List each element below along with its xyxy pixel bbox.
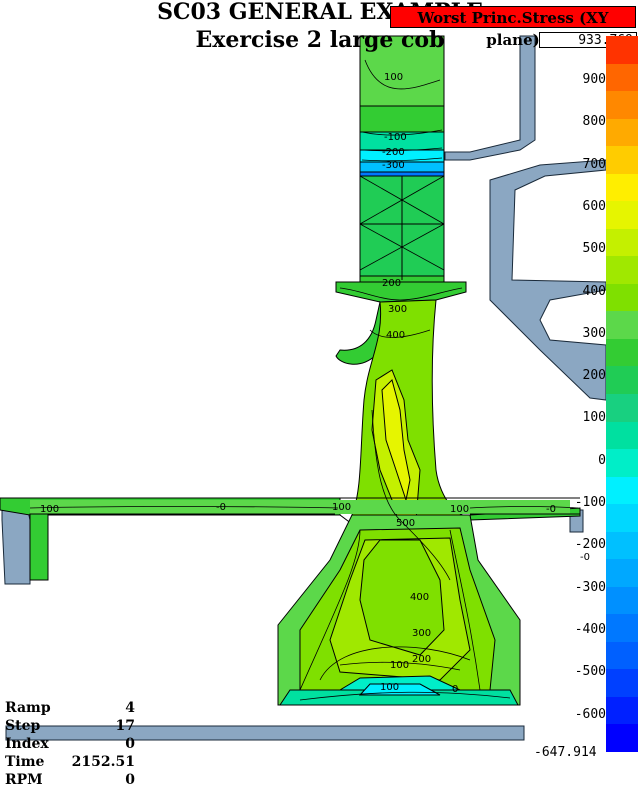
colorbar-swatch (606, 669, 638, 698)
contour-label: -0 (546, 504, 556, 515)
colorbar-swatch (606, 228, 638, 257)
legend-tick-label: -500 (574, 664, 606, 680)
colorbar-swatch (606, 476, 638, 505)
contour-label: 100 (384, 72, 403, 83)
colorbar-swatch (606, 504, 638, 533)
colorbar-swatch (606, 724, 638, 753)
contour-label: 100 (450, 504, 469, 515)
colorbar-swatch (606, 531, 638, 560)
contour-label: 200 (412, 654, 431, 665)
status-row-step: Step 17 (5, 718, 135, 734)
legend-tick-label: -300 (574, 579, 606, 595)
colorbar-swatch (606, 118, 638, 147)
contour-label: -100 (384, 132, 407, 143)
contour-label: 200 (382, 278, 401, 289)
status-row-ramp: Ramp 4 (5, 700, 135, 716)
contour-label: 300 (388, 304, 407, 315)
legend-title: Worst Princ.Stress (XY plane) (390, 6, 636, 49)
colorbar-swatch (606, 283, 638, 312)
legend-tick-label: 900 (582, 72, 606, 87)
contour-label: 100 (380, 682, 399, 693)
legend-tick-label: 800 (582, 114, 606, 130)
legend-tick-label: 700 (582, 156, 606, 172)
component-body (0, 35, 581, 706)
legend-min-value: -647.914 (534, 745, 597, 760)
legend-tick-label: -400 (574, 621, 606, 637)
legend-tick-label: 600 (582, 198, 606, 214)
legend-tick-label: 100 (582, 410, 606, 426)
legend-tick-label: -600 (574, 706, 606, 722)
contour-label: 100 (390, 660, 409, 671)
legend-tick-label: 300 (582, 325, 606, 341)
legend-colorbar (606, 36, 638, 753)
colorbar-swatch (606, 338, 638, 367)
contour-label: -0 (216, 502, 226, 513)
contour-value-labels: 100 -100 -200 -300 200 300 400 500 400 3… (40, 72, 590, 695)
status-row-index: Index 0 (5, 736, 135, 752)
colorbar-swatch (606, 449, 638, 478)
contour-label: 100 (40, 504, 59, 515)
contour-label: -200 (382, 147, 405, 158)
contour-label: -0 (580, 552, 590, 563)
contour-label: 100 (332, 502, 351, 513)
colorbar-swatch (606, 146, 638, 175)
contour-label: 300 (412, 628, 431, 639)
contour-label: 400 (410, 592, 429, 603)
status-row-time: Time 2152.51 (5, 754, 135, 770)
colorbar-swatch (606, 366, 638, 395)
legend-tick-label: 400 (582, 283, 606, 299)
colorbar-swatch (606, 201, 638, 230)
colorbar-swatch (606, 91, 638, 120)
colorbar-swatch (606, 173, 638, 202)
contour-lines (29, 59, 579, 701)
contour-label: 0 (452, 684, 458, 695)
legend-tick-label: 200 (582, 368, 606, 384)
legend-tick-label: 500 (582, 241, 606, 257)
colorbar-swatch (606, 36, 638, 65)
status-row-rpm: RPM 0 (5, 772, 135, 788)
colorbar-swatch (606, 311, 638, 340)
colorbar-swatch (606, 641, 638, 670)
contour-label: 500 (396, 518, 415, 529)
colorbar-swatch (606, 586, 638, 615)
colorbar-swatch (606, 394, 638, 423)
colorbar-swatch (606, 696, 638, 725)
contour-label: 400 (386, 330, 405, 341)
colorbar-swatch (606, 63, 638, 92)
colorbar-swatch (606, 256, 638, 285)
plot-subtitle: Exercise 2 large cob (195, 27, 445, 53)
simulation-status-panel: Ramp 4 Step 17 Index 0 Time 2152.51 RPM 0 (5, 699, 135, 789)
colorbar-swatch (606, 559, 638, 588)
legend-tick-label: -100 (574, 495, 606, 510)
colorbar-swatch (606, 614, 638, 643)
colorbar-swatch (606, 421, 638, 450)
legend-tick-label: 0 (598, 452, 606, 468)
contour-label: -300 (382, 160, 405, 171)
legend-tick-label: -200 (574, 537, 606, 553)
